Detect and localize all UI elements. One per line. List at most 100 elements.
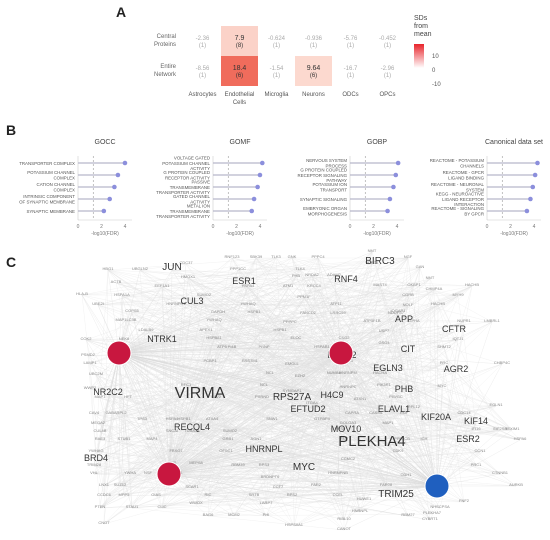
network-edge <box>118 352 293 401</box>
network-edge <box>123 339 333 399</box>
network-edge <box>255 257 431 521</box>
network-node-label: NHSCPSA <box>430 504 450 509</box>
network-edge <box>436 439 521 487</box>
network-edge <box>107 347 233 396</box>
network-edge <box>275 257 443 388</box>
network-node-label: ATM1 <box>283 283 294 288</box>
network-node-label: RNF <box>400 410 409 415</box>
network-edge <box>237 429 501 467</box>
term-label: VOLTAGE GATED <box>174 156 210 161</box>
network-edge <box>183 413 377 421</box>
network-node-label: GOLGA3 <box>340 420 357 425</box>
network-edge <box>93 347 223 415</box>
network-edge <box>93 413 481 453</box>
network-edge <box>139 269 397 315</box>
network-node-label: GAN <box>416 264 425 269</box>
network-edge <box>121 269 301 297</box>
network-node-label: CTNNB1 <box>492 470 509 475</box>
network-edge <box>265 313 309 505</box>
network-node-label: APEX1 <box>200 327 214 332</box>
column-label: Cells <box>233 100 246 106</box>
network-edge <box>115 282 473 287</box>
cell-value: 18.4 <box>233 65 247 72</box>
network-edge <box>81 257 277 296</box>
column-label: Neurons <box>302 92 325 98</box>
network-edge <box>457 321 493 341</box>
network-node-label: ADAM2 <box>327 272 342 277</box>
network-edge <box>203 295 217 399</box>
network-edge <box>397 289 435 453</box>
network-edge <box>225 451 365 501</box>
network-edge <box>118 277 189 354</box>
network-edge <box>171 451 227 465</box>
network-edge <box>93 465 131 475</box>
network-node-label: UBC2M <box>89 371 103 376</box>
cell-count: (1) <box>347 73 354 79</box>
heatmap-cell <box>221 56 258 86</box>
lollipop-point <box>532 172 538 178</box>
network-edge <box>289 322 438 487</box>
network-edge <box>131 485 438 509</box>
network-edge <box>199 267 421 399</box>
network-edge <box>303 297 345 340</box>
network-node-label: MPP5 <box>119 492 131 497</box>
network-node-label: HEXIM1 <box>505 426 521 431</box>
term-label: CHANNELS <box>460 163 484 168</box>
network-edge <box>168 473 345 521</box>
network-edge <box>95 347 323 453</box>
network-node-label: NOLF <box>403 302 414 307</box>
network-node-label: STUB1 <box>118 436 132 441</box>
term-label: POTASSIUM CHANNEL <box>27 170 75 175</box>
network-node-label: COPS5 <box>125 308 139 313</box>
network-edge <box>131 312 255 509</box>
network-edge <box>436 363 503 487</box>
network-edge <box>147 473 163 509</box>
cell-count: (1) <box>384 73 391 79</box>
network-edge <box>147 376 301 475</box>
network-edge <box>175 263 373 306</box>
network-edge <box>215 397 469 443</box>
network-node-label: GSG4 <box>378 340 390 345</box>
network-gene-label: VIRMA <box>175 385 226 402</box>
network-edge <box>195 347 323 505</box>
cell-value: -8.56 <box>196 66 210 72</box>
network-edge <box>171 423 389 433</box>
x-tick-label: 2 <box>100 224 103 230</box>
lollipop-point <box>535 160 540 166</box>
network-edge <box>379 263 465 503</box>
network-edge <box>93 465 267 517</box>
network-edge <box>118 257 293 354</box>
network-edge <box>155 473 339 497</box>
network-edge <box>115 413 185 421</box>
network-edge <box>293 338 345 527</box>
network-edge <box>121 295 361 401</box>
network-edge <box>161 286 349 375</box>
network-gene-label: MYC <box>293 462 315 473</box>
network-edge <box>279 286 289 332</box>
network-node-label: PPP1CC <box>230 266 246 271</box>
column-label: ODCs <box>342 92 358 98</box>
network-node-label: HACHB <box>465 282 479 287</box>
network-node-label: CDK9 <box>393 448 404 453</box>
network-node-label: ICH <box>421 436 428 441</box>
network-edge <box>363 331 385 501</box>
network-gene-label: ELAVL1 <box>378 404 410 414</box>
network-node-label: PPPPC <box>283 319 297 324</box>
network-edge <box>221 347 409 353</box>
network-edge <box>118 312 255 354</box>
network-node-label: ATF11 <box>330 301 342 306</box>
network-edge <box>351 321 493 415</box>
network-edge <box>403 321 425 441</box>
network-edge <box>171 419 345 441</box>
network-node-label: NDUFS7 <box>388 310 405 315</box>
network-edge <box>115 397 217 415</box>
network-edge <box>335 304 513 431</box>
network-edge <box>155 405 497 497</box>
network-edge <box>303 297 438 487</box>
network-edge <box>265 441 469 505</box>
network-node-label: RBM27 <box>401 512 415 517</box>
panel-a-label: A <box>116 4 127 20</box>
network-node-label: MEGA2 <box>91 420 106 425</box>
network-edge <box>347 285 381 461</box>
